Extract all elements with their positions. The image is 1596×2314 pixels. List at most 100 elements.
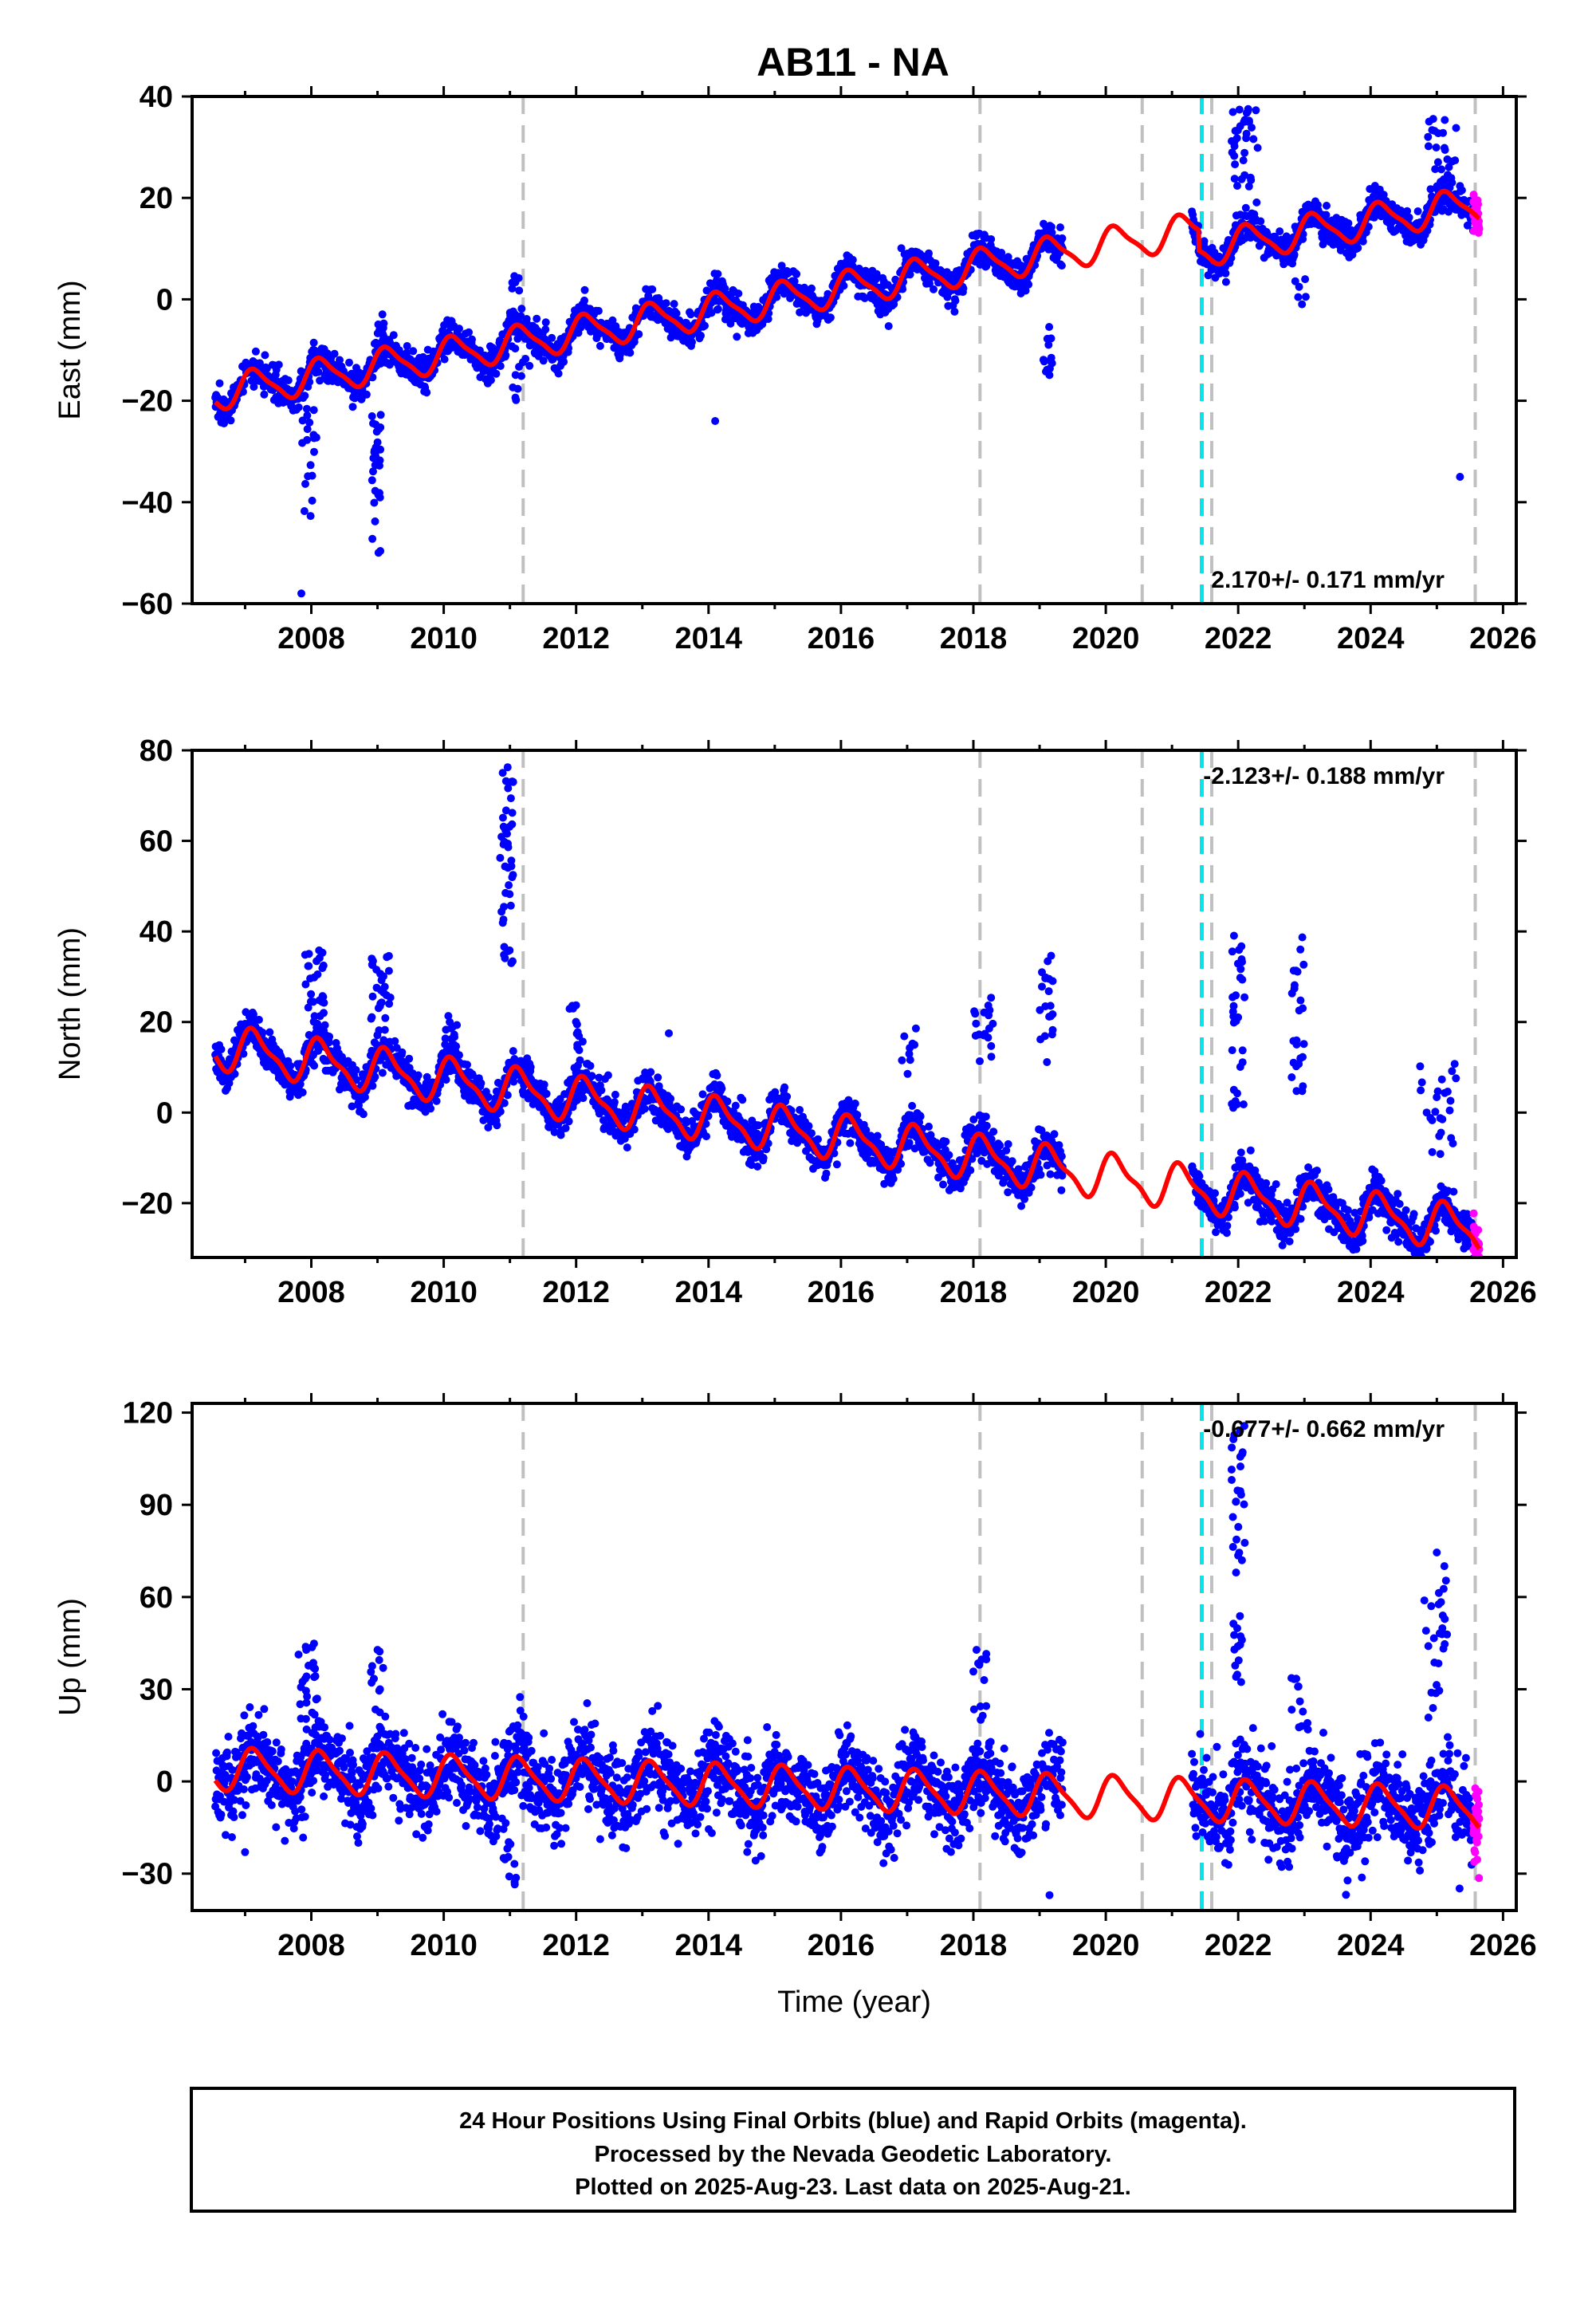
data-point <box>427 1104 435 1113</box>
data-point <box>1056 223 1064 232</box>
data-point <box>1425 117 1433 126</box>
data-point <box>368 373 377 382</box>
data-point <box>688 338 696 346</box>
data-point <box>1403 207 1412 215</box>
data-point <box>548 333 556 342</box>
data-point <box>1424 142 1433 151</box>
data-point <box>316 376 324 385</box>
data-point <box>533 314 541 323</box>
data-point <box>626 348 635 357</box>
data-point <box>506 311 515 320</box>
data-point <box>515 363 523 371</box>
data-point <box>603 1071 612 1080</box>
data-point <box>860 294 869 302</box>
north-final-orbit-points <box>211 763 1477 1257</box>
data-point <box>300 507 309 515</box>
data-point <box>586 1061 595 1070</box>
data-point <box>309 406 318 415</box>
data-point <box>1247 175 1256 184</box>
data-point <box>455 325 463 333</box>
data-point <box>369 419 377 427</box>
data-point <box>898 285 907 293</box>
data-point <box>254 1015 263 1024</box>
data-point <box>672 309 681 317</box>
data-point <box>375 425 383 433</box>
x-tick-label: 2022 <box>1205 622 1272 655</box>
data-point <box>368 476 376 485</box>
data-point <box>889 1175 898 1183</box>
data-point <box>1244 107 1252 116</box>
data-point <box>359 1110 368 1119</box>
data-point <box>926 279 934 288</box>
data-point <box>369 467 377 476</box>
data-point <box>378 358 387 367</box>
data-point <box>251 347 260 356</box>
data-point <box>298 1088 307 1096</box>
data-point <box>925 249 933 258</box>
data-point <box>610 1098 619 1107</box>
data-point <box>1231 160 1240 169</box>
data-point <box>959 284 968 293</box>
data-point <box>734 289 743 298</box>
data-point <box>666 1094 675 1103</box>
data-point <box>1441 116 1449 124</box>
data-point <box>508 278 517 287</box>
data-point <box>378 310 387 319</box>
data-point <box>286 1061 295 1070</box>
data-point <box>1240 116 1249 124</box>
data-point <box>1456 473 1464 481</box>
data-point <box>796 308 804 317</box>
data-point <box>512 396 521 404</box>
data-point <box>509 383 517 392</box>
data-point <box>1221 277 1230 286</box>
x-tick-label: 2026 <box>1469 622 1537 655</box>
data-point <box>916 1112 925 1121</box>
x-tick-label: 2010 <box>410 622 478 655</box>
data-point <box>608 316 617 325</box>
data-point <box>381 1013 390 1022</box>
data-point <box>442 1076 450 1084</box>
data-point <box>1434 129 1443 138</box>
data-point <box>1048 358 1055 367</box>
data-point <box>368 534 377 543</box>
data-point <box>808 284 816 293</box>
data-point <box>790 277 799 285</box>
data-point <box>1021 286 1030 295</box>
data-point <box>1379 191 1388 199</box>
data-point <box>908 1101 917 1110</box>
data-point <box>1301 275 1310 284</box>
data-point <box>255 359 264 368</box>
data-point <box>851 1100 859 1108</box>
data-point <box>635 330 643 339</box>
x-tick-label: 2008 <box>277 622 345 655</box>
data-point <box>303 425 312 434</box>
data-point <box>1252 198 1261 207</box>
data-point <box>846 1139 855 1147</box>
data-point <box>306 512 315 521</box>
y-tick-label: 40 <box>140 81 173 114</box>
x-tick-label: 2012 <box>542 622 610 655</box>
data-point <box>304 472 313 481</box>
data-point <box>301 392 309 400</box>
data-point <box>465 328 473 336</box>
data-point <box>1221 269 1230 277</box>
data-point <box>463 1061 471 1069</box>
data-point <box>440 355 449 364</box>
data-point <box>378 321 387 329</box>
data-point <box>580 296 588 305</box>
data-point <box>713 1071 721 1080</box>
x-tick-label: 2016 <box>808 622 875 655</box>
data-point <box>370 498 379 507</box>
data-point <box>314 368 323 376</box>
data-point <box>822 1169 831 1178</box>
data-point <box>309 338 318 347</box>
data-point <box>389 331 398 340</box>
data-point <box>525 361 534 370</box>
data-point <box>1240 148 1249 157</box>
data-point <box>373 329 382 337</box>
data-point <box>1239 156 1248 165</box>
data-point <box>302 404 311 413</box>
data-point <box>1230 152 1239 160</box>
data-point <box>611 1090 619 1099</box>
data-point <box>1423 226 1432 235</box>
